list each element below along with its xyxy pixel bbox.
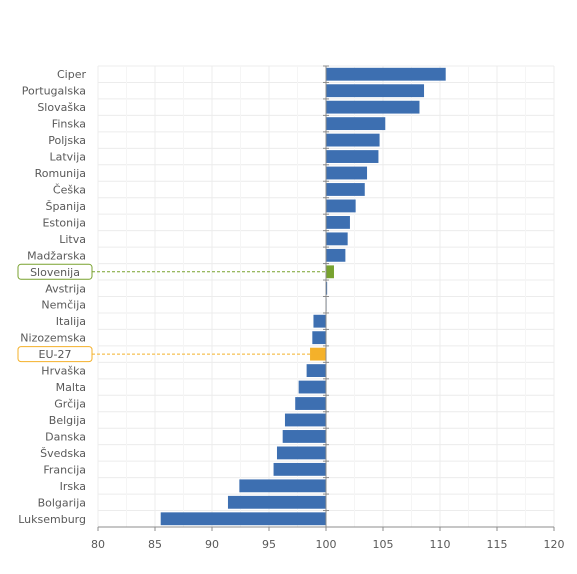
bar-portugalska [326,84,425,98]
category-label: Latvija [49,151,86,164]
bar-slovenija [326,265,334,279]
bar-nizozemska [312,331,326,345]
bar-malta [298,380,326,394]
bar-litva [326,232,348,246]
category-label: Litva [59,233,86,246]
category-label: Finska [52,118,86,131]
category-label: Grčija [54,398,86,411]
category-label: Poljska [48,134,86,147]
category-label: Švedska [40,447,86,460]
bar-slovaška [326,100,420,114]
category-label: Madžarska [27,249,86,262]
category-label: Estonija [42,216,86,229]
x-axis-tick-labels: 80 85 90 95 100 105 110 115 120 [91,538,565,551]
category-label: Portugalska [22,85,86,98]
bar-bolgarija [227,495,326,509]
category-label: Češka [53,183,86,196]
category-label: Francija [43,463,86,476]
category-label: Nizozemska [20,332,86,345]
bar-francija [273,462,326,476]
category-label: Avstrija [45,282,86,295]
x-tick-label: 120 [544,538,565,551]
bar-švedska [276,446,326,460]
category-label: Romunija [35,167,86,180]
category-label: Irska [60,480,86,493]
bar-madžarska [326,248,346,262]
category-label: Malta [56,381,86,394]
bar-grčija [295,397,326,410]
bar-danska [282,430,326,443]
x-tick-label: 80 [91,538,105,551]
category-label: Ciper [57,68,86,81]
category-label: EU-27 [39,348,72,361]
x-tick-label: 85 [148,538,162,551]
bar-belgija [284,413,326,427]
category-labels: Ciper Portugalska Slovaška Finska Poljska Lat… [17,68,326,526]
bars [160,67,446,526]
x-tick-label: 95 [262,538,276,551]
x-tick-label: 115 [487,538,508,551]
bar-italija [313,314,326,328]
category-label: Slovaška [37,101,86,114]
bar-avstrija [326,281,328,295]
category-label: Belgija [49,414,86,427]
category-label: Danska [45,430,86,443]
bar-romunija [326,166,368,180]
x-tick-label: 100 [316,538,337,551]
category-label: Hrvaška [41,365,86,378]
bar-hrvaška [306,364,326,378]
axes [97,65,555,531]
bar-finska [326,117,386,131]
category-label: Slovenija [30,266,80,279]
category-label: Španija [45,200,86,213]
x-tick-label: 90 [205,538,219,551]
category-label: Bolgarija [38,496,86,509]
bar-poljska [326,133,380,147]
category-label: Italija [56,315,86,328]
x-tick-label: 105 [373,538,394,551]
bar-latvija [326,150,379,163]
bar-estonija [326,215,350,229]
bar-ciper [326,67,446,81]
bar-španija [326,199,356,213]
bar-češka [326,183,365,196]
category-label: Luksemburg [18,513,86,526]
bar-luksemburg [160,512,326,526]
bar-irska [239,479,326,493]
x-tick-label: 110 [430,538,451,551]
category-label: Nemčija [41,299,86,312]
